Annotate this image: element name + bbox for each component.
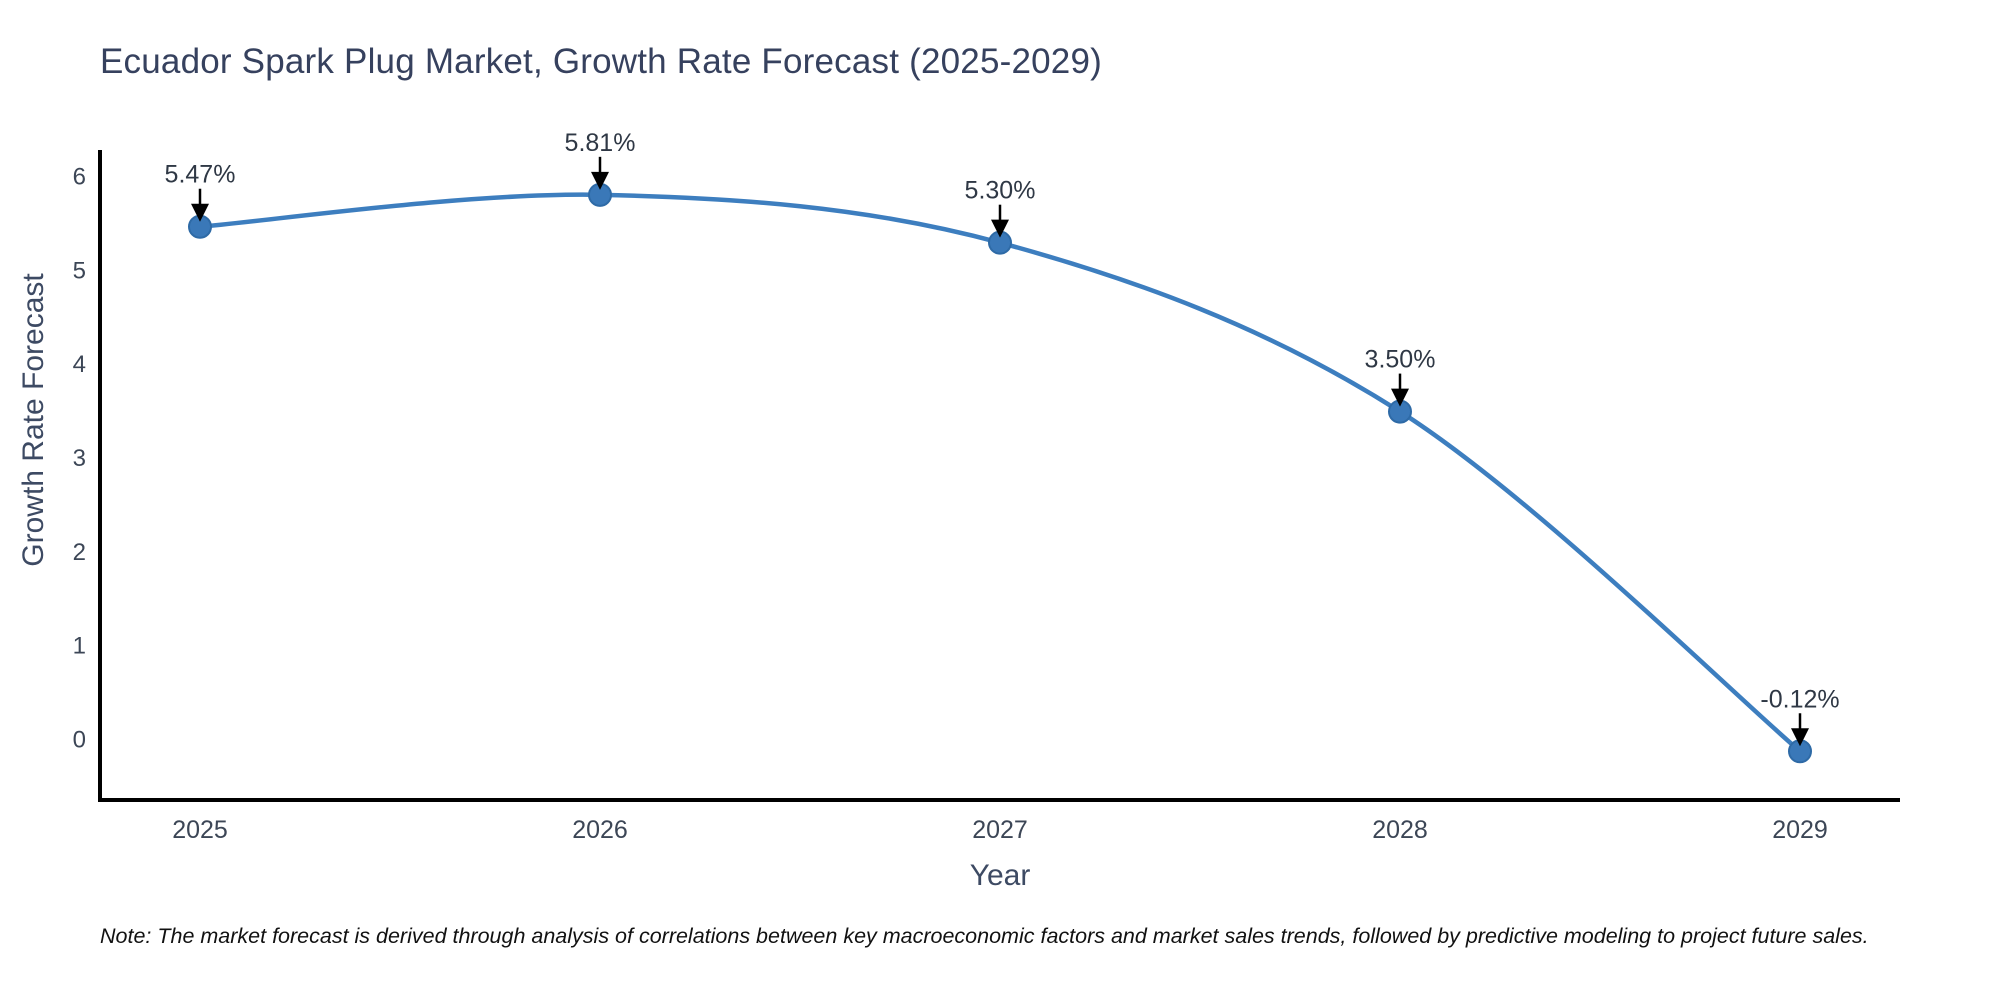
chart-note: Note: The market forecast is derived thr… xyxy=(100,924,1869,948)
y-tick-label: 2 xyxy=(73,539,86,566)
point-value-label: 5.30% xyxy=(965,177,1036,205)
annotation-arrow-head xyxy=(1391,388,1409,407)
point-value-label: -0.12% xyxy=(1760,685,1839,713)
annotation-arrow-head xyxy=(1791,728,1809,747)
x-tick-label: 2025 xyxy=(172,816,228,844)
annotation-arrow-head xyxy=(591,171,609,190)
y-tick-label: 6 xyxy=(73,164,86,191)
forecast-line xyxy=(197,192,1803,754)
x-tick-label: 2028 xyxy=(1372,816,1428,844)
y-tick-label: 5 xyxy=(73,257,86,284)
point-value-label: 3.50% xyxy=(1365,346,1436,374)
x-tick-label: 2027 xyxy=(972,816,1028,844)
annotation-arrow-head xyxy=(191,203,209,222)
annotation-arrow-head xyxy=(991,219,1009,238)
y-tick-label: 1 xyxy=(73,633,86,660)
x-tick-label: 2029 xyxy=(1772,816,1828,844)
point-value-label: 5.47% xyxy=(165,161,236,189)
x-axis-title: Year xyxy=(969,859,1031,892)
x-tick-label: 2026 xyxy=(572,816,628,844)
y-tick-label: 4 xyxy=(73,351,86,378)
point-value-label: 5.81% xyxy=(565,129,636,157)
y-axis-title: Growth Rate Forecast xyxy=(17,273,50,567)
y-tick-label: 3 xyxy=(73,445,86,472)
chart-title: Ecuador Spark Plug Market, Growth Rate F… xyxy=(100,42,1102,81)
y-tick-label: 0 xyxy=(73,727,86,754)
